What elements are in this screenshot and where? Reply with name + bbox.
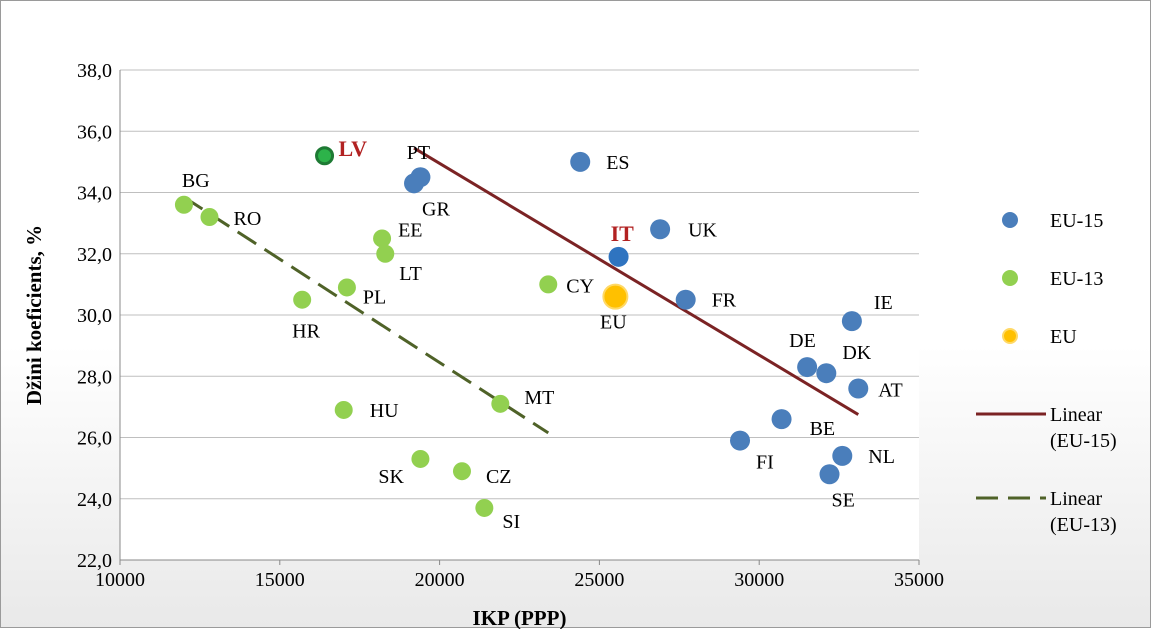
label-mt: MT (524, 387, 554, 409)
grid-lines (120, 69, 919, 561)
label-es: ES (606, 152, 629, 174)
point-nl (832, 445, 853, 466)
data-points (174, 146, 869, 517)
label-eu: EU (600, 312, 627, 334)
point-bg (174, 195, 193, 214)
x-tick-label: 25000 (574, 569, 624, 591)
legend: EU-15 EU-13 EU Linear (EU-15) Linear (EU-13) (976, 210, 1117, 536)
label-bg: BG (182, 170, 210, 192)
legend-label-trend-eu15: Linear (EU-15) (1050, 404, 1117, 452)
y-tick-label: 22,0 (77, 550, 112, 572)
point-cz (452, 462, 471, 481)
y-tick-label: 36,0 (77, 121, 112, 143)
point-fi (730, 430, 751, 451)
point-ro (200, 208, 219, 226)
label-sk: SK (378, 466, 404, 488)
y-tick-label: 34,0 (77, 183, 112, 205)
legend-label-eu: EU (1050, 326, 1077, 348)
y-tick-label: 38,0 (77, 60, 112, 82)
point-eu (602, 283, 629, 310)
x-tick-label: 15000 (255, 569, 305, 591)
label-si: SI (502, 511, 520, 533)
point-hu (334, 400, 353, 419)
label-it: IT (611, 221, 635, 246)
y-tick-label: 26,0 (77, 428, 112, 450)
label-pl: PL (363, 286, 386, 308)
point-si (475, 498, 494, 517)
label-hr: HR (292, 321, 320, 343)
point-es (570, 151, 591, 172)
point-gr (404, 173, 425, 194)
legend-label-eu-15: EU-15 (1050, 210, 1103, 232)
label-dk: DK (842, 342, 871, 364)
label-fr: FR (712, 290, 737, 312)
label-de: DE (789, 330, 816, 352)
trend-lines (183, 146, 860, 435)
label-se: SE (832, 489, 855, 511)
legend-marker-eu-13 (1002, 270, 1018, 286)
point-hr (293, 290, 312, 309)
trendline-eu13 (183, 195, 550, 435)
label-at: AT (878, 380, 902, 402)
legend-label-trend-eu13: Linear (EU-13) (1050, 488, 1117, 536)
label-be: BE (810, 418, 836, 440)
point-lt (376, 244, 395, 263)
point-at (848, 378, 869, 399)
x-tick-label: 35000 (894, 569, 944, 591)
label-fi: FI (756, 452, 774, 474)
label-ee: EE (398, 219, 422, 241)
legend-marker-eu-15 (1002, 212, 1018, 228)
y-tick-label: 28,0 (77, 366, 112, 388)
label-cy: CY (566, 275, 594, 297)
point-sk (411, 449, 430, 468)
label-lv: LV (339, 136, 368, 161)
point-lv (315, 146, 335, 166)
point-ee (373, 229, 392, 248)
point-mt (491, 394, 510, 413)
x-tick-label: 30000 (734, 569, 784, 591)
label-hu: HU (370, 400, 399, 422)
point-be (771, 409, 792, 430)
x-axis-title: IKP (PPP) (473, 606, 567, 629)
point-pl (337, 278, 356, 297)
legend-label-eu-13: EU-13 (1050, 268, 1103, 290)
y-tick-label: 30,0 (77, 305, 112, 327)
y-tick-label: 32,0 (77, 244, 112, 266)
label-ie: IE (874, 292, 893, 314)
y-tick-label: 24,0 (77, 489, 112, 511)
point-it (608, 246, 629, 267)
point-cy (539, 275, 558, 294)
point-de (797, 357, 818, 378)
point-dk (816, 363, 837, 384)
point-uk (650, 219, 671, 240)
point-labels: ES PT GR UK IT FR IE DE DK AT BE FI NL SE LV BG RO EE LT CY… (182, 136, 903, 533)
label-cz: CZ (486, 466, 512, 488)
y-axis-title: Džini koeficients, % (22, 225, 46, 405)
label-ro: RO (233, 208, 261, 230)
label-lt: LT (399, 263, 422, 285)
point-se (819, 464, 840, 485)
legend-marker-eu (1002, 328, 1018, 344)
tick-labels: 22,0 24,0 26,0 28,0 30,0 32,0 34,0 36,0 38,0 1000… (77, 60, 944, 591)
point-ie (841, 311, 862, 332)
axes (119, 70, 920, 565)
label-uk: UK (688, 219, 717, 241)
trendline-eu15 (413, 146, 860, 416)
label-pt: PT (407, 142, 430, 164)
label-nl: NL (868, 446, 895, 468)
x-tick-label: 10000 (95, 569, 145, 591)
point-fr (675, 289, 696, 310)
label-gr: GR (422, 198, 450, 220)
x-tick-label: 20000 (415, 569, 465, 591)
